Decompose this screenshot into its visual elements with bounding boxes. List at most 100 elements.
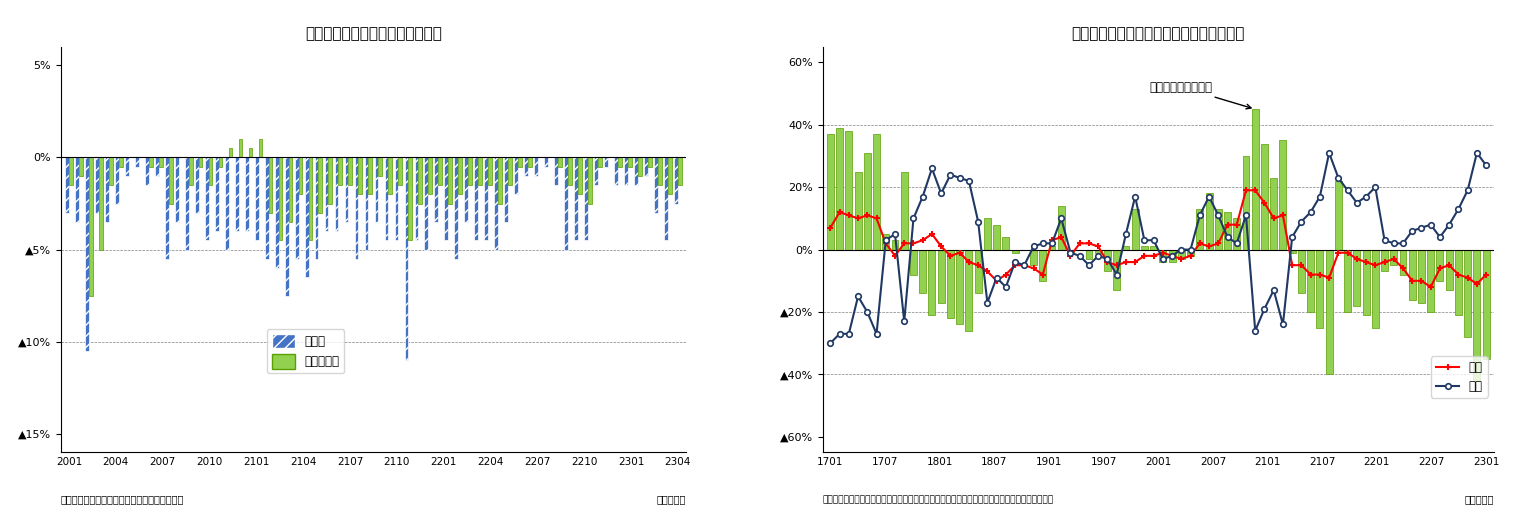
Bar xyxy=(175,158,178,222)
Bar xyxy=(434,158,439,222)
Bar xyxy=(864,153,870,250)
Bar xyxy=(514,158,518,194)
Bar xyxy=(85,158,88,351)
Bar xyxy=(507,158,512,185)
Text: （年・月）: （年・月） xyxy=(657,495,686,504)
Bar xyxy=(1205,193,1213,250)
Bar xyxy=(975,250,981,293)
Bar xyxy=(395,158,398,240)
Bar xyxy=(274,158,279,268)
Bar xyxy=(1326,250,1332,374)
Bar xyxy=(882,234,888,250)
Bar xyxy=(1308,250,1314,312)
Bar xyxy=(588,158,591,203)
Bar xyxy=(544,158,549,166)
在庫 xyxy=(913,193,931,200)
Bar xyxy=(114,158,119,203)
Bar xyxy=(145,158,149,185)
Bar xyxy=(946,250,954,318)
Bar xyxy=(1408,250,1416,300)
Bar xyxy=(1132,209,1138,250)
Bar xyxy=(195,158,198,213)
Bar xyxy=(335,158,338,231)
Bar xyxy=(855,172,861,250)
Bar xyxy=(375,158,378,222)
Bar xyxy=(448,158,453,203)
Bar xyxy=(105,158,108,222)
Bar xyxy=(378,158,383,176)
Bar xyxy=(1196,209,1204,250)
Bar xyxy=(66,158,69,213)
Bar xyxy=(625,158,628,185)
Bar xyxy=(1224,212,1231,250)
Bar xyxy=(928,250,936,315)
Bar xyxy=(279,158,282,240)
Bar xyxy=(1160,250,1166,262)
Bar xyxy=(454,158,459,259)
Bar xyxy=(1269,178,1277,250)
Bar xyxy=(1030,250,1036,265)
Bar xyxy=(184,158,189,250)
Bar xyxy=(1353,250,1361,306)
Bar xyxy=(408,158,411,240)
Bar xyxy=(575,158,578,240)
Bar xyxy=(494,158,498,250)
Bar xyxy=(1113,250,1120,290)
Bar xyxy=(901,172,908,250)
Bar xyxy=(468,158,472,185)
在庫 xyxy=(821,340,840,346)
Bar xyxy=(99,158,102,250)
Bar xyxy=(956,250,963,324)
Bar xyxy=(389,158,392,194)
Bar xyxy=(299,158,302,194)
Bar xyxy=(1251,109,1259,250)
Bar xyxy=(1123,246,1129,250)
Bar xyxy=(1169,250,1175,262)
Bar xyxy=(209,158,212,185)
Bar xyxy=(529,158,532,166)
Bar xyxy=(1437,250,1443,281)
Bar xyxy=(645,158,648,176)
在庫 xyxy=(1320,150,1338,156)
出荷 xyxy=(1274,212,1292,218)
Bar xyxy=(1242,156,1250,250)
Bar xyxy=(465,158,468,222)
Bar xyxy=(485,158,488,240)
Bar xyxy=(558,158,562,166)
Bar xyxy=(1003,237,1009,250)
Bar xyxy=(524,158,529,176)
Bar xyxy=(294,158,299,259)
Bar xyxy=(125,158,130,176)
出荷 xyxy=(1042,237,1061,243)
Bar xyxy=(1335,181,1341,250)
Bar xyxy=(235,158,239,231)
Bar xyxy=(384,158,389,240)
Bar xyxy=(415,158,418,240)
Bar xyxy=(1039,250,1047,281)
Bar xyxy=(398,158,402,185)
Bar xyxy=(1362,250,1370,315)
Bar xyxy=(226,158,229,250)
Bar xyxy=(1455,250,1462,315)
Legend: 実現率, 予測修正率: 実現率, 予測修正率 xyxy=(267,329,344,373)
出荷 xyxy=(821,225,840,231)
Bar xyxy=(149,158,152,166)
Bar xyxy=(69,158,73,185)
Bar xyxy=(1151,246,1157,250)
Bar xyxy=(584,158,588,240)
Bar xyxy=(75,158,79,222)
Text: （資料）経済産業省「製造工業生産予測指数」: （資料）経済産業省「製造工業生産予測指数」 xyxy=(61,495,184,504)
Bar xyxy=(248,148,253,158)
出荷 xyxy=(1237,187,1256,193)
Bar xyxy=(1289,250,1295,253)
出荷 xyxy=(1422,284,1440,290)
Bar xyxy=(308,158,312,240)
Title: 電子部品・デバイスの出荷・在庫バランス: 電子部品・デバイスの出荷・在庫バランス xyxy=(1071,27,1245,42)
Text: （注）出荷・在庫バランス＝出荷・前年比－在庫・前年比　（資料）経済産業省「鉱工業指数」: （注）出荷・在庫バランス＝出荷・前年比－在庫・前年比 （資料）経済産業省「鉱工業… xyxy=(823,496,1055,504)
Bar xyxy=(229,148,233,158)
Bar xyxy=(474,158,479,240)
Bar xyxy=(198,158,203,166)
Bar xyxy=(1215,209,1222,250)
Bar xyxy=(418,158,422,203)
Bar xyxy=(1049,246,1056,250)
